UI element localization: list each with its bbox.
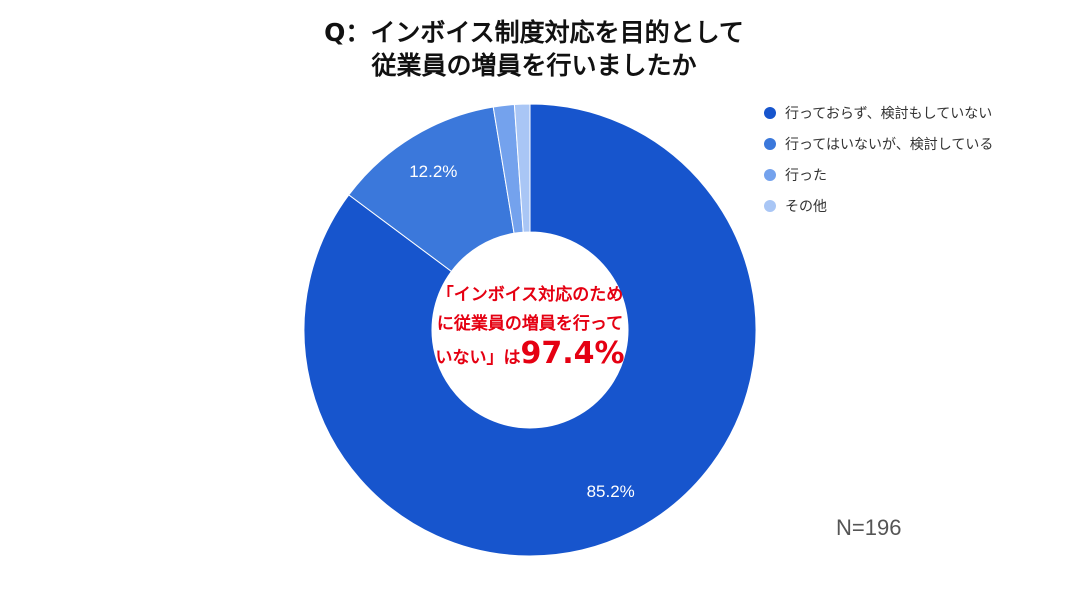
data-label-slice-considering: 12.2% (409, 162, 457, 181)
legend-swatch-icon (764, 169, 776, 181)
center-annotation-text: いない」は (435, 348, 521, 368)
center-annotation-line-1: 「インボイス対応のため (436, 285, 624, 305)
legend-label: 行っておらず、検討もしていない (785, 106, 993, 122)
center-annotation: 「インボイス対応のため に従業員の増員を行って いない」は97.4% (410, 281, 650, 373)
legend-label: 行った (785, 168, 827, 184)
legend-item-considering: 行ってはいないが、検討している (764, 134, 993, 154)
legend-swatch-icon (764, 200, 776, 212)
legend: 行っておらず、検討もしていない 行ってはいないが、検討している 行った その他 (764, 103, 993, 227)
legend-swatch-icon (764, 138, 776, 150)
legend-label: その他 (785, 199, 827, 215)
chart-title-line-2: 従業員の増員を行いましたか (371, 51, 697, 80)
center-annotation-line-3: いない」は97.4% (410, 339, 650, 373)
data-label-slice-not-considering: 85.2% (587, 482, 635, 501)
chart-title: Q：インボイス制度対応を目的として 従業員の増員を行いましたか (0, 16, 1068, 82)
slice-other (513, 103, 531, 233)
legend-swatch-icon (764, 107, 776, 119)
sample-size-label: N=196 (836, 515, 902, 540)
center-annotation-line-2: に従業員の増員を行って (436, 314, 624, 334)
chart-title-line-1: Q：インボイス制度対応を目的として (324, 18, 744, 47)
center-annotation-value: 97.4% (520, 336, 625, 371)
legend-item-not-considering: 行っておらず、検討もしていない (764, 103, 993, 123)
slice-not-considering (303, 103, 757, 557)
legend-label: 行ってはいないが、検討している (785, 137, 994, 153)
legend-item-did: 行った (764, 165, 993, 185)
legend-item-other: その他 (764, 196, 993, 216)
